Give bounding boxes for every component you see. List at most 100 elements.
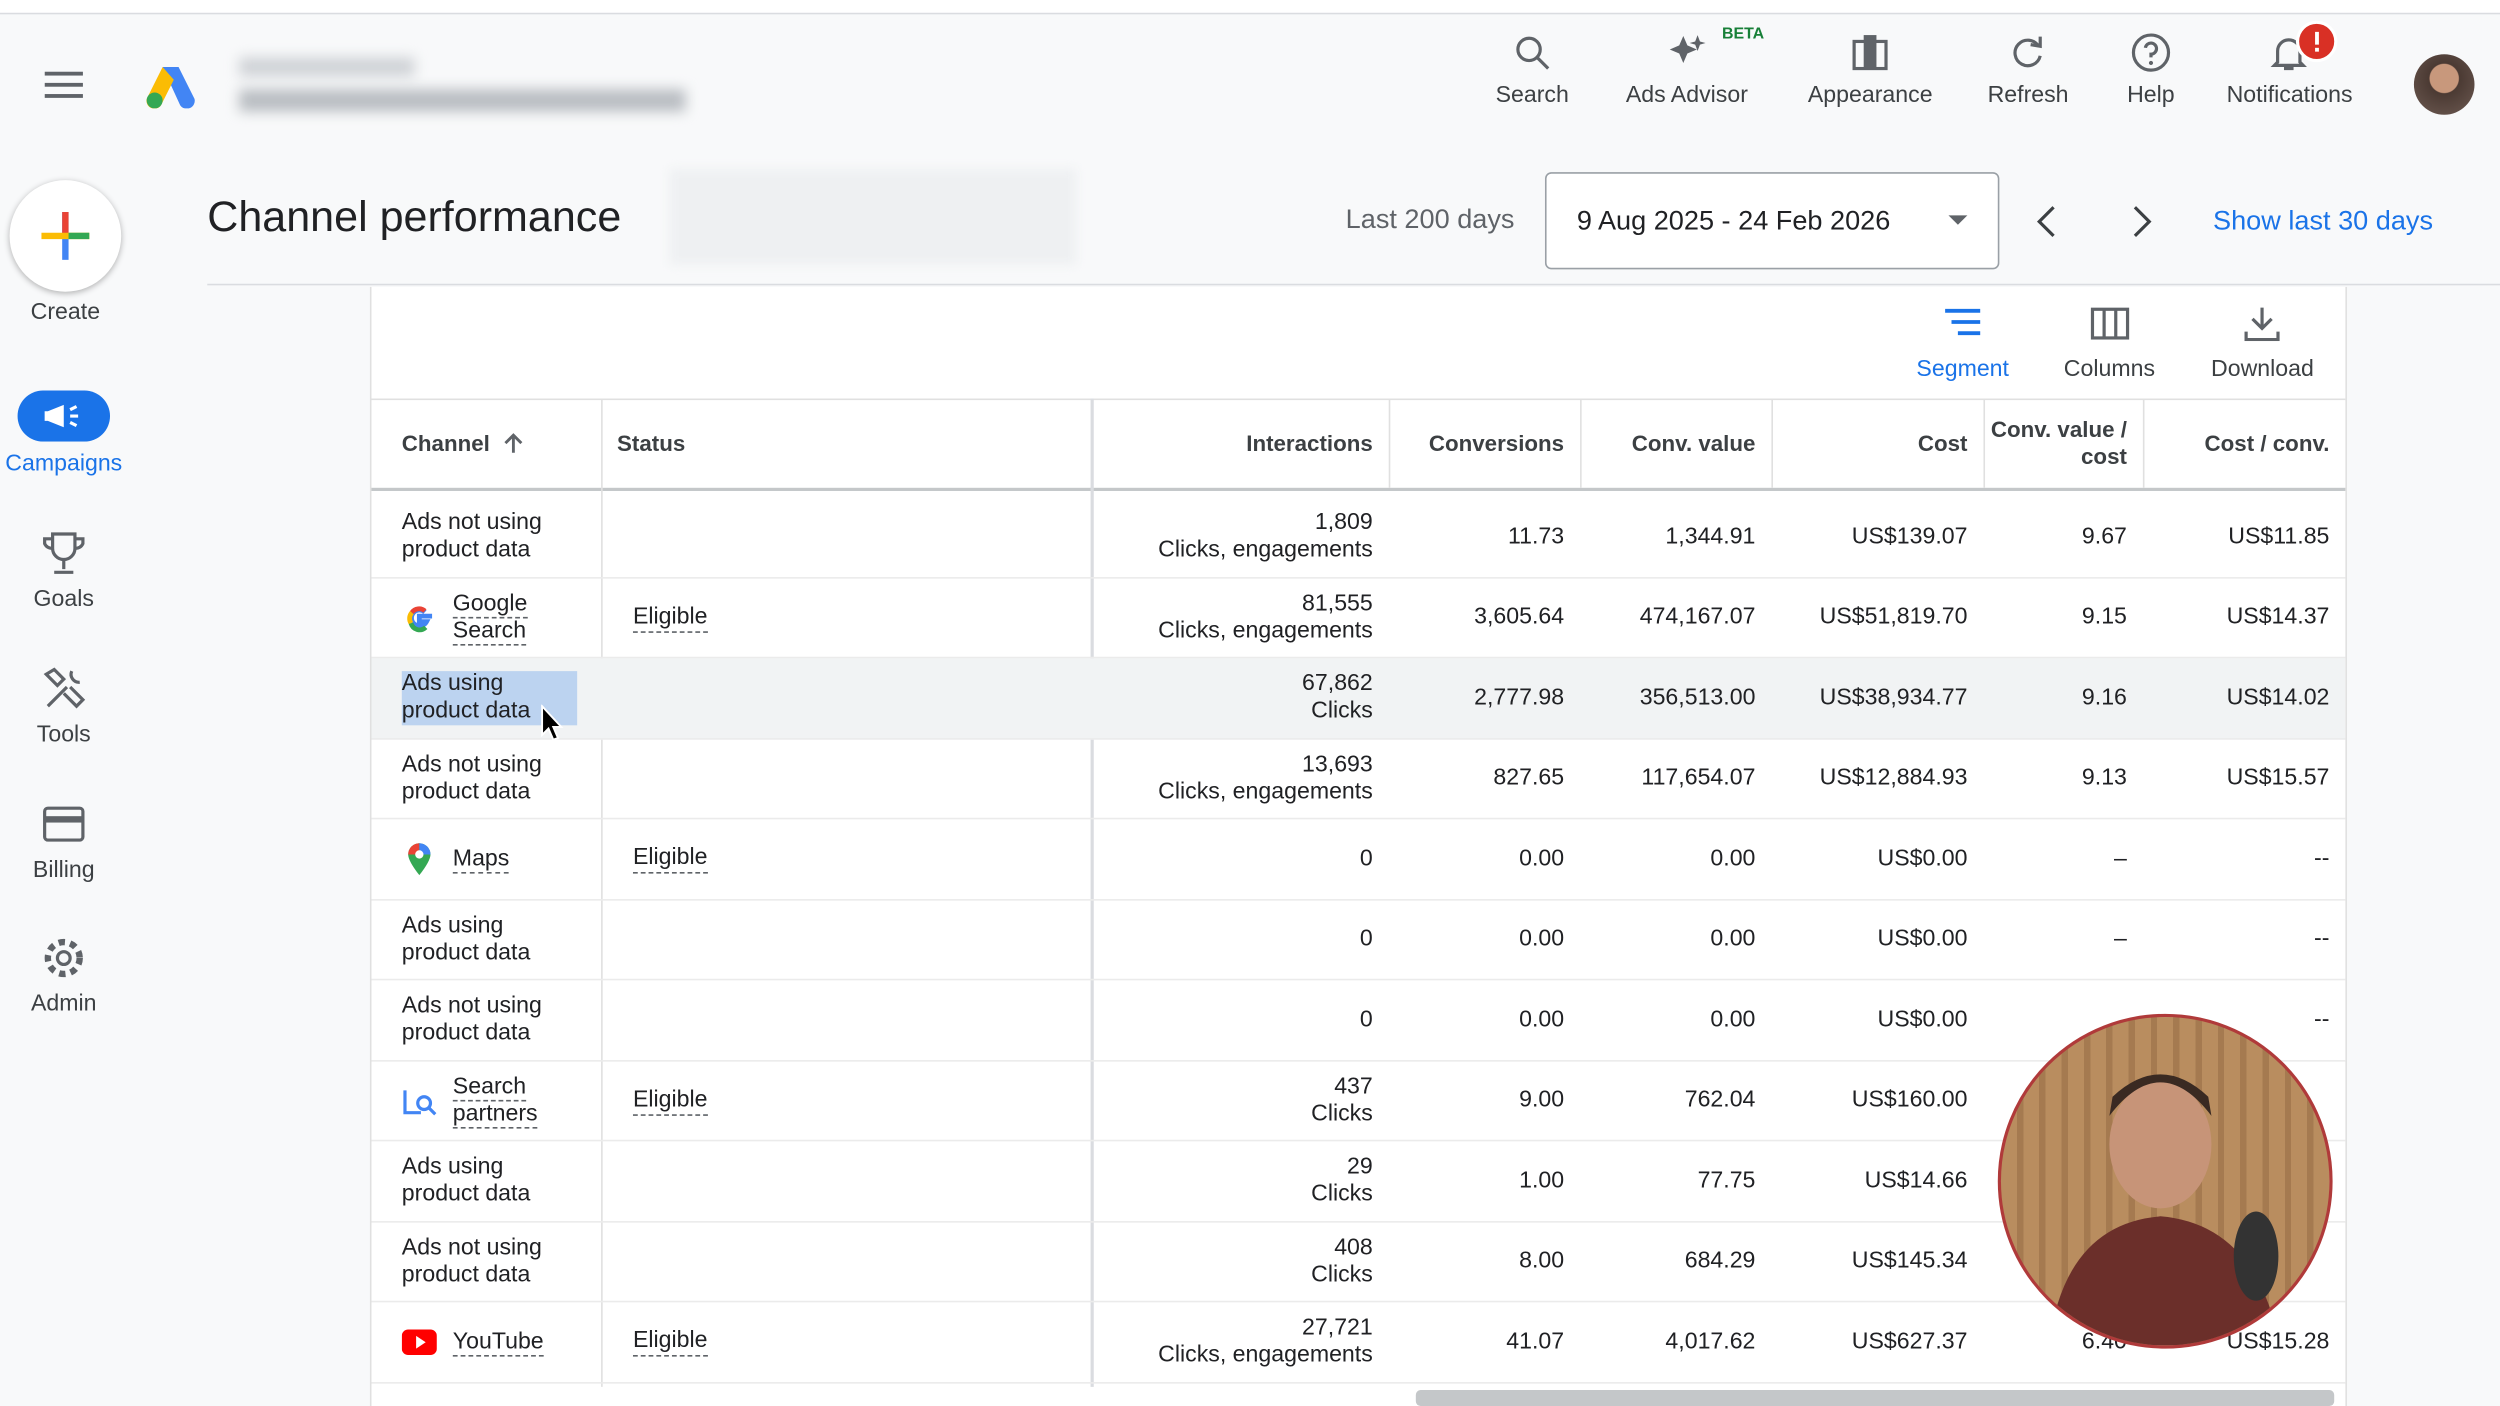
value: US$160.00 [1851,1087,1968,1114]
sidebar-item[interactable]: Billing [0,800,128,883]
interaction-type: Clicks, engagements [1158,537,1373,564]
table-cell: 1,809 Clicks, engagements [1091,497,1373,578]
column-header[interactable]: Status [617,399,1075,488]
table-cell: 0 [1091,900,1373,981]
value: 437 [1334,1074,1373,1100]
sidebar-item[interactable]: Admin [0,934,128,1017]
value: 9.15 [2081,604,2127,631]
channel-name: Ads using product data [401,913,531,966]
column-header[interactable]: Interactions [1091,399,1373,488]
nav-label: Ads Advisor [1625,82,1748,109]
column-header[interactable]: Conv. value [1580,399,1756,488]
table-cell: 8.00 [1389,1222,1564,1303]
value: 9.16 [2081,685,2127,711]
column-header[interactable]: Conv. value / cost [1983,399,2127,488]
value: US$51,819.70 [1819,604,1968,631]
value: 8.00 [1519,1248,1565,1275]
value: US$12,884.93 [1819,765,1968,792]
table-cell: -- [2143,980,2329,1061]
table-cell: US$38,934.77 [1771,658,1968,739]
table-row: Maps Eligible 0 0.00 0.00 US$0.00 – -- [371,819,2346,900]
interaction-type: Clicks, engagements [1158,1342,1373,1369]
table-cell: 474,167.07 [1580,578,1756,659]
show-last-link[interactable]: Show last 30 days [2213,205,2434,236]
column-title: Cost [1917,429,1968,456]
date-dropdown[interactable]: 9 Aug 2025 - 24 Feb 2026 [1544,172,2000,270]
table-cell: US$0.00 [1771,819,1968,900]
column-header[interactable]: Cost / conv. [2143,399,2330,488]
nav-item[interactable]: Help [2127,32,2175,108]
table-cell: US$0.00 [1771,900,1968,981]
blurred-chip [669,168,1077,265]
table-row: Ads not using product data 13,693 Clicks, … [371,739,2346,820]
sidebar-item[interactable]: Campaigns [0,390,128,477]
value: 0.00 [1710,1007,1756,1033]
sidebar-label: Campaigns [5,451,123,477]
table-row: Google Search Eligible 81,555 Clicks, engag… [371,578,2346,659]
prev-button[interactable] [2033,204,2062,239]
channel-link[interactable]: Search partners [452,1074,538,1129]
ads-logo[interactable] [143,61,197,109]
value: 0.00 [1710,846,1756,872]
value: US$15.57 [2226,765,2330,792]
value: 29 [1347,1154,1373,1181]
table-cell: Ads not using product data [402,497,585,578]
alert-badge [2295,20,2338,63]
table-cell: 0 [1091,819,1373,900]
toolbar-label: Columns [2063,357,2156,383]
table-cell: 0.00 [1389,900,1564,981]
value: 0.00 [1519,926,1565,953]
table-cell: Ads using product data [402,1141,585,1222]
nav-item[interactable]: Appearance [1807,32,1933,109]
sidebar-item[interactable]: Tools [0,665,128,748]
table-cell: 9.67 [1983,497,2127,578]
interaction-type: Clicks [1311,1262,1373,1288]
value: US$14.66 [1864,1168,1968,1194]
column-title: Interactions [1246,429,1373,456]
channel-link[interactable]: YouTube [452,1329,544,1357]
value: US$139.07 [1851,524,1968,550]
header-border [371,487,2346,491]
toolbar-button[interactable]: Columns [2064,306,2155,383]
sidebar-item[interactable]: Goals [0,529,128,612]
value: 11.73 [1507,524,1565,550]
nav-label: Refresh [1987,82,2069,109]
nav-item[interactable]: Search [1496,32,1569,108]
avatar[interactable] [2413,54,2475,115]
value: 9.13 [2081,765,2127,792]
channel-link[interactable]: Google Search [452,591,528,646]
channel-name: Ads not using product data [401,993,542,1047]
table-cell: US$139.07 [1771,497,1968,578]
value: 13,693 [1302,752,1373,778]
nav-item[interactable]: Ads Advisor [1625,32,1748,109]
column-header[interactable]: Channel [402,399,600,488]
table-cell: 408 Clicks [1091,1222,1373,1303]
table-cell: 0.00 [1580,819,1755,900]
create-button[interactable] [9,180,122,292]
channel-link[interactable]: Maps [452,846,510,874]
table-cell: 4,017.62 [1580,1302,1755,1383]
nav-item[interactable]: Refresh [1987,32,2069,109]
column-title: Conversions [1428,429,1565,456]
column-header[interactable]: Conversions [1389,399,1564,488]
webcam-overlay [1997,1013,2333,1349]
table-cell: -- [2143,900,2329,981]
value: 1.00 [1519,1168,1565,1194]
table-cell: Ads using product data [401,658,585,739]
toolbar-button[interactable]: Segment [1916,306,2009,383]
column-header[interactable]: Cost [1771,399,1968,488]
table-cell: 356,513.00 [1580,658,1756,739]
value: US$0.00 [1877,1007,1968,1033]
menu-button[interactable] [44,69,86,101]
table-cell: Ads not using product data [402,1222,585,1303]
value: – [2114,926,2127,953]
toolbar-button[interactable]: Download [2211,306,2314,383]
nav-label: Appearance [1807,82,1933,109]
table-cell: Maps [402,819,585,900]
value: US$145.34 [1851,1248,1968,1275]
next-button[interactable] [2129,204,2158,239]
scrollbar[interactable] [1415,1390,2335,1406]
sidebar-label: Billing [32,857,95,884]
nav-item[interactable]: Notifications [2227,32,2353,108]
table-cell: 1.00 [1389,1141,1564,1222]
